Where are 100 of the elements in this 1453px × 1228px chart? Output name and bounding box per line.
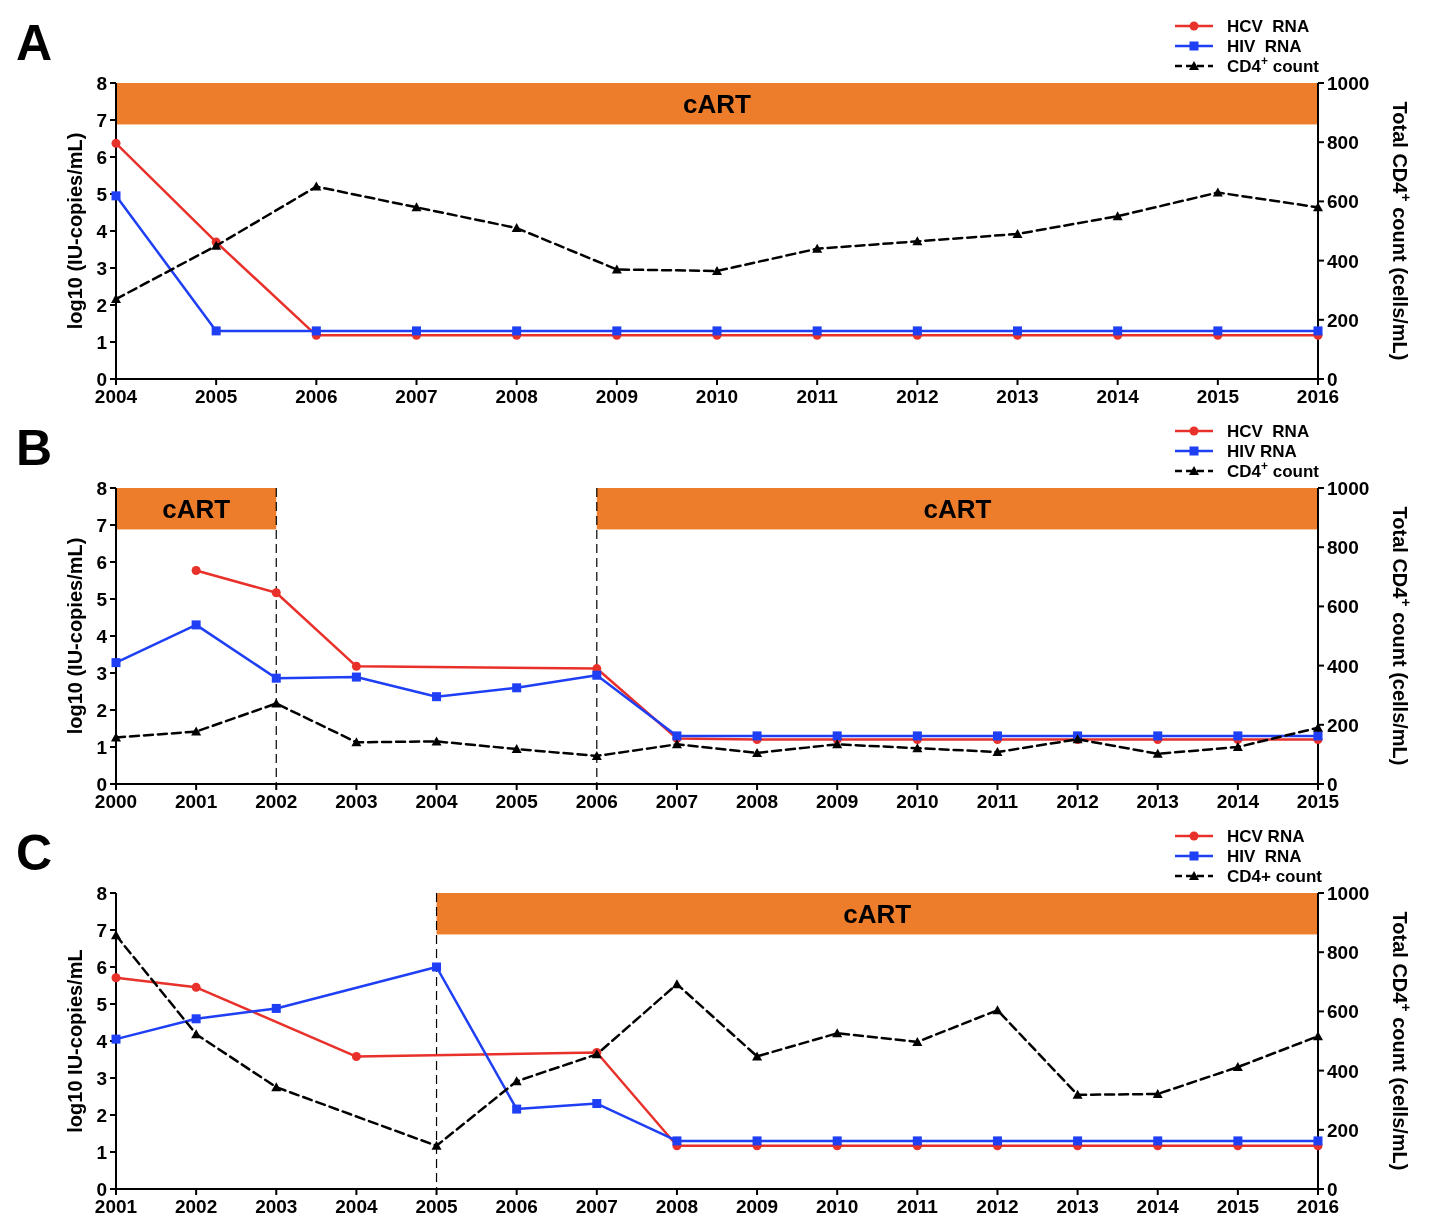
y2-tick-label: 600 [1327,596,1359,618]
point [591,750,602,760]
point [612,326,622,336]
point [511,223,522,233]
x-tick-label: 2002 [174,1196,218,1217]
x-tick-label: 2008 [655,1196,699,1217]
y2-tick-label: 200 [1327,714,1359,736]
point [1072,1089,1083,1099]
point [992,731,1002,741]
x-tick-label: 2014 [1136,1196,1180,1217]
point [512,683,522,693]
y-tick-label: 1 [96,332,108,353]
point [812,243,823,253]
x-tick-label: 2010 [816,1196,859,1217]
y-tick-label: 6 [96,552,107,573]
point [271,588,281,598]
point [1112,211,1123,221]
point [191,620,201,630]
x-tick-label: 2004 [415,791,459,812]
point [992,1005,1003,1015]
point [351,1052,361,1062]
point [111,1034,121,1044]
y-tick-label: 4 [96,1031,108,1052]
x-tick-label: 2007 [655,791,699,812]
legend-label: HIV RNA [1227,847,1302,866]
x-tick-label: 2004 [335,1196,378,1217]
x-tick-label: 2007 [395,386,438,407]
y-axis-title: log10 IU-copies/mL [64,949,86,1133]
point [912,1036,923,1046]
legend-label: CD4$^{+}$ count [1227,54,1320,76]
y-tick-label: 7 [96,515,107,536]
x-tick-label: 2011 [896,1196,939,1217]
point [1233,1136,1243,1146]
y-tick-label: 5 [96,994,108,1015]
y2-tick-label: 200 [1327,1119,1359,1141]
x-tick-label: 2015 [1196,386,1240,407]
point [1313,1136,1323,1146]
y-tick-label: 5 [96,589,108,610]
y-tick-label: 1 [96,1142,108,1163]
point [1232,1062,1243,1072]
point [1232,742,1243,751]
y-tick-label: 7 [96,920,107,941]
point [912,236,923,246]
point [111,658,121,668]
legend-label: HIV RNA [1227,442,1297,461]
x-tick-label: 2010 [896,791,939,812]
band-label: cART [843,898,912,929]
point [832,1136,842,1146]
point [432,692,442,702]
point [912,326,922,336]
point [752,747,763,757]
y2-tick-label: 800 [1327,942,1359,964]
x-tick-label: 2014 [1096,386,1140,407]
point [611,264,622,274]
point [191,1029,202,1039]
point [351,661,361,671]
y-tick-label: 3 [96,663,107,684]
y2-tick-label: 400 [1327,250,1359,272]
y2-tick-label: 1000 [1327,478,1370,499]
x-tick-label: 2005 [495,791,539,812]
point [592,670,602,680]
x-tick-label: 2009 [816,791,859,812]
point [431,1140,442,1150]
y-tick-label: 8 [96,478,107,499]
point [432,962,442,972]
x-tick-label: 2012 [896,386,939,407]
band-label: cART [162,493,231,524]
point [1013,326,1022,336]
point [912,1136,922,1146]
point [752,1136,762,1146]
y-tick-label: 3 [96,258,107,279]
x-tick-label: 2006 [575,791,618,812]
y-tick-label: 4 [96,626,108,647]
y2-tick-label: 400 [1327,1060,1359,1082]
y-tick-label: 7 [96,110,107,131]
y-tick-label: 6 [96,147,107,168]
legend-label: CD4+ count [1227,867,1323,886]
x-tick-label: 2006 [295,386,338,407]
x-tick-label: 2001 [174,791,218,812]
point [1152,1088,1163,1098]
x-tick-label: 2005 [195,386,238,407]
point [992,1136,1002,1146]
point [912,743,923,753]
x-tick-label: 2007 [575,1196,618,1217]
point [1113,326,1123,336]
point [1153,731,1163,741]
y2-tick-label: 800 [1327,132,1359,154]
point [431,736,442,746]
y2-tick-label: 1000 [1327,73,1370,94]
x-tick-label: 2014 [1216,791,1260,812]
chart-title: C [16,825,53,881]
point [311,181,322,191]
y-tick-label: 6 [96,957,107,978]
point [311,326,321,336]
point [512,326,522,336]
x-tick-label: 2005 [415,1196,459,1217]
point [712,265,722,275]
x-tick-label: 2003 [335,791,378,812]
x-tick-label: 2006 [495,1196,538,1217]
x-tick-label: 2013 [1056,1196,1099,1217]
